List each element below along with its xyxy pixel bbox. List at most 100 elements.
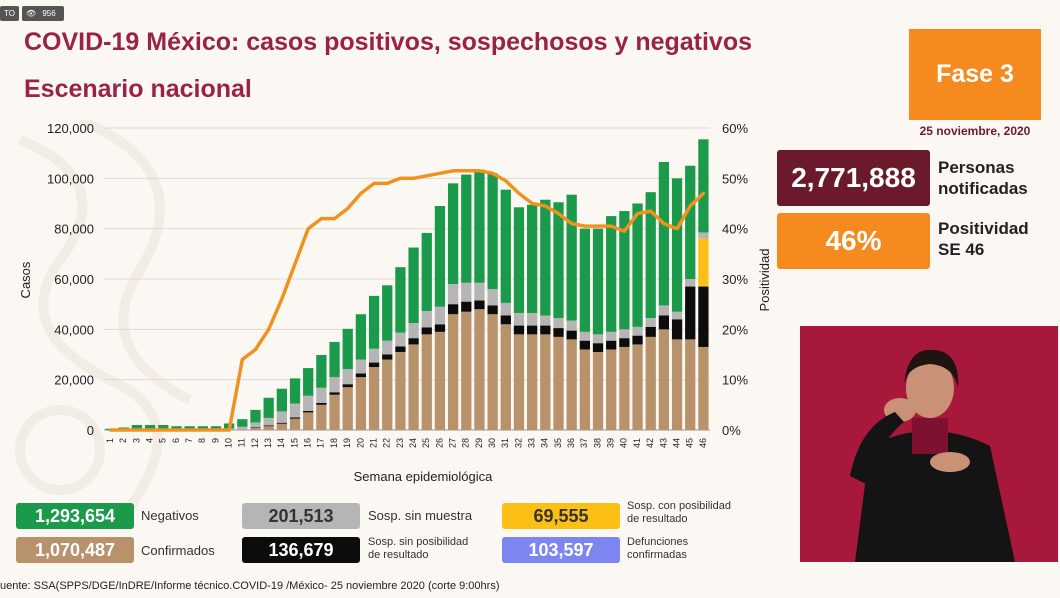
bar-confirmados-28 <box>461 311 472 430</box>
y2-tick-label: 0% <box>722 423 741 438</box>
bar-negativos-6 <box>171 426 182 430</box>
notified-label-line1: Personas <box>938 158 1015 177</box>
bar-sosp-sin-posibilidad-de-resultado-31 <box>500 315 511 325</box>
bar-negativos-15 <box>289 378 301 404</box>
bar-sosp-sin-muestra-24 <box>408 323 419 339</box>
x-tick-label: 11 <box>237 438 247 447</box>
bar-negativos-45 <box>685 165 696 279</box>
bar-sosp-sin-muestra-12 <box>250 422 261 428</box>
bar-confirmados-45 <box>685 339 696 430</box>
page-subtitle: Escenario nacional <box>24 75 252 103</box>
page-title: COVID-19 México: casos positivos, sospec… <box>24 28 753 56</box>
bar-sosp-sin-muestra-41 <box>632 326 643 336</box>
bar-confirmados-25 <box>421 334 432 430</box>
bar-negativos-27 <box>447 183 459 285</box>
x-tick-label: 2 <box>118 438 128 443</box>
bar-confirmados-41 <box>632 344 643 430</box>
bar-confirmados-40 <box>619 346 630 430</box>
bar-sosp-sin-muestra-29 <box>474 282 485 301</box>
bar-negativos-33 <box>527 204 538 313</box>
y-tick-label: 120,000 <box>47 121 94 136</box>
bar-sosp-sin-muestra-39 <box>606 331 617 341</box>
y2-axis-label: Positividad <box>757 249 772 312</box>
bar-confirmados-18 <box>329 394 340 430</box>
bar-negativos-39 <box>606 216 617 332</box>
x-tick-label: 24 <box>408 438 418 448</box>
bar-negativos-25 <box>421 232 432 311</box>
x-tick-label: 34 <box>540 438 550 448</box>
bar-negativos-32 <box>513 207 525 313</box>
x-tick-label: 20 <box>355 438 365 448</box>
bar-negativos-36 <box>566 194 577 321</box>
x-axis-label: Semana epidemiológica <box>354 469 494 484</box>
positivity-value: 46% <box>777 213 930 269</box>
bar-sosp-sin-posibilidad-de-resultado-38 <box>592 343 604 352</box>
bar-confirmados-42 <box>645 336 656 430</box>
bar-sosp-sin-muestra-45 <box>685 279 696 287</box>
y2-tick-label: 50% <box>722 171 748 186</box>
bar-negativos-37 <box>579 228 590 332</box>
bar-negativos-7 <box>184 426 195 430</box>
bar-negativos-28 <box>461 174 472 283</box>
bar-sosp-sin-posibilidad-de-resultado-41 <box>632 335 643 345</box>
notified-label-line2: notificadas <box>938 179 1028 198</box>
bar-sosp-sin-muestra-46 <box>698 232 709 239</box>
bar-sosp-sin-muestra-23 <box>395 332 406 347</box>
bar-sosp-sin-muestra-35 <box>553 318 564 329</box>
y2-tick-label: 60% <box>722 121 748 136</box>
bar-confirmados-36 <box>566 339 577 430</box>
legend-sin-muestra-value: 201,513 <box>242 503 360 529</box>
bar-sosp-sin-posibilidad-de-resultado-29 <box>474 300 485 310</box>
bar-negativos-46 <box>698 139 709 233</box>
bar-negativos-4 <box>144 424 156 430</box>
bar-sosp-sin-muestra-44 <box>671 311 683 320</box>
bar-sosp-sin-posibilidad-de-resultado-19 <box>342 384 353 388</box>
x-tick-label: 21 <box>368 438 378 448</box>
bar-confirmados-34 <box>540 334 551 430</box>
bar-sosp-sin-muestra-21 <box>368 348 380 363</box>
bar-confirmados-19 <box>342 387 353 430</box>
bar-sosp-sin-posibilidad-de-resultado-39 <box>606 340 617 350</box>
x-tick-label: 17 <box>316 438 326 448</box>
bar-confirmados-13 <box>263 426 274 430</box>
bar-sosp-sin-posibilidad-de-resultado-28 <box>461 301 472 312</box>
x-tick-label: 10 <box>224 438 234 448</box>
bar-confirmados-31 <box>500 324 511 430</box>
bar-negativos-38 <box>592 228 604 335</box>
bar-sosp-sin-muestra-43 <box>658 305 670 316</box>
bar-sosp-sin-muestra-19 <box>342 369 353 385</box>
legend-con-posibilidad-label-line1: Sosp. con posibilidad <box>627 500 731 512</box>
bar-negativos-41 <box>632 203 643 327</box>
gridlines <box>104 127 710 431</box>
legend-confirmados-value: 1,070,487 <box>16 537 134 563</box>
x-tick-label: 28 <box>461 438 471 448</box>
bar-sosp-sin-posibilidad-de-resultado-23 <box>395 346 406 352</box>
bar-negativos-8 <box>197 426 208 430</box>
x-tick-label: 37 <box>579 438 589 448</box>
report-date: 25 noviembre, 2020 <box>919 124 1031 138</box>
bar-confirmados-27 <box>447 314 459 430</box>
bar-negativos-22 <box>382 285 393 341</box>
bar-sosp-sin-muestra-34 <box>540 315 551 326</box>
bar-confirmados-20 <box>355 377 367 430</box>
bar-confirmados-22 <box>382 359 393 430</box>
bar-confirmados-30 <box>487 314 498 430</box>
bar-sosp-sin-muestra-26 <box>434 306 446 325</box>
notified-value: 2,771,888 <box>777 150 930 206</box>
y-tick-label: 0 <box>87 423 94 438</box>
bar-sosp-sin-posibilidad-de-resultado-30 <box>487 305 498 315</box>
bar-sosp-sin-posibilidad-de-resultado-36 <box>566 330 577 340</box>
x-tick-label: 41 <box>632 438 642 448</box>
bar-confirmados-26 <box>434 331 446 430</box>
bar-sosp-sin-posibilidad-de-resultado-12 <box>250 427 261 428</box>
x-tick-label: 4 <box>144 438 154 443</box>
legend-defunciones-label: Defunciones confirmadas <box>627 536 688 562</box>
bar-sosp-sin-posibilidad-de-resultado-17 <box>316 402 327 405</box>
bar-sosp-sin-posibilidad-de-resultado-24 <box>408 338 419 345</box>
bar-sosp-sin-posibilidad-de-resultado-15 <box>289 417 301 419</box>
bar-sosp-sin-posibilidad-de-resultado-16 <box>303 410 314 413</box>
background-pattern <box>15 120 193 524</box>
y2-axis-ticks: 0% 10% 20% 30% 40% 50% 60% <box>722 121 748 438</box>
y-tick-label: 20,000 <box>54 373 94 388</box>
bar-sosp-sin-posibilidad-de-resultado-37 <box>579 340 590 350</box>
